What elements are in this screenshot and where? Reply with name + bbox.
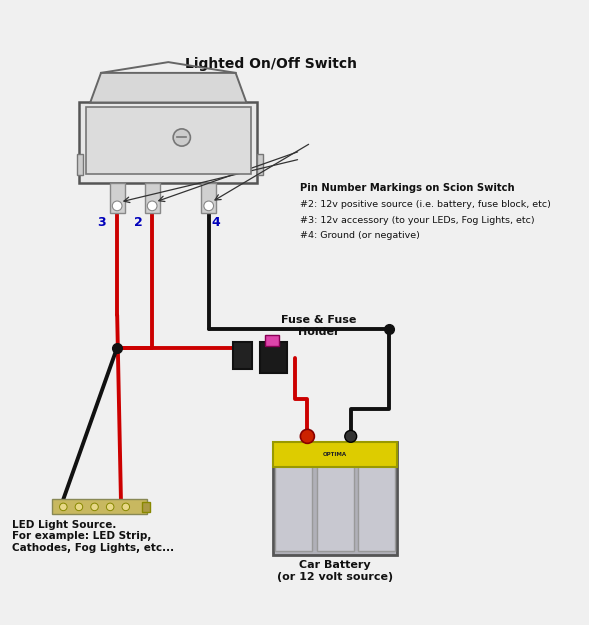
Circle shape bbox=[107, 503, 114, 511]
Bar bbox=[143, 501, 150, 512]
Circle shape bbox=[91, 503, 98, 511]
Circle shape bbox=[300, 429, 315, 443]
Text: 4: 4 bbox=[211, 216, 220, 229]
Bar bbox=[260, 342, 287, 373]
Bar bbox=[77, 154, 82, 175]
Bar bbox=[80, 102, 257, 183]
Text: LED Light Source.
For example: LED Strip,
Cathodes, Fog Lights, etc...: LED Light Source. For example: LED Strip… bbox=[12, 520, 174, 553]
Bar bbox=[110, 183, 125, 213]
Text: 3: 3 bbox=[97, 216, 105, 229]
Bar bbox=[273, 442, 397, 555]
Circle shape bbox=[75, 503, 82, 511]
Text: #4: Ground (or negative): #4: Ground (or negative) bbox=[300, 231, 420, 239]
Text: Car Battery
(or 12 volt source): Car Battery (or 12 volt source) bbox=[277, 560, 393, 582]
Bar bbox=[201, 183, 216, 213]
Circle shape bbox=[173, 129, 190, 146]
Text: Lighted On/Off Switch: Lighted On/Off Switch bbox=[184, 57, 356, 71]
Bar bbox=[276, 446, 312, 551]
Circle shape bbox=[345, 431, 357, 442]
Bar bbox=[145, 183, 160, 213]
Text: #3: 12v accessory (to your LEDs, Fog Lights, etc): #3: 12v accessory (to your LEDs, Fog Lig… bbox=[300, 216, 535, 224]
Circle shape bbox=[59, 503, 67, 511]
Bar bbox=[265, 334, 279, 346]
Bar bbox=[358, 446, 395, 551]
Text: OPTIMA: OPTIMA bbox=[323, 452, 348, 457]
Text: Fuse & Fuse
Holder: Fuse & Fuse Holder bbox=[282, 315, 357, 337]
Bar bbox=[273, 442, 397, 467]
Bar bbox=[233, 342, 252, 369]
Text: #2: 12v positive source (i.e. battery, fuse block, etc): #2: 12v positive source (i.e. battery, f… bbox=[300, 201, 551, 209]
Polygon shape bbox=[90, 73, 246, 102]
Text: Pin Number Markings on Scion Switch: Pin Number Markings on Scion Switch bbox=[300, 183, 515, 193]
Text: 2: 2 bbox=[134, 216, 143, 229]
Bar bbox=[86, 107, 251, 174]
Circle shape bbox=[112, 201, 122, 211]
Circle shape bbox=[147, 201, 157, 211]
Circle shape bbox=[204, 201, 214, 211]
Circle shape bbox=[122, 503, 130, 511]
Bar bbox=[52, 499, 147, 514]
Bar bbox=[317, 446, 354, 551]
Bar bbox=[257, 154, 263, 175]
